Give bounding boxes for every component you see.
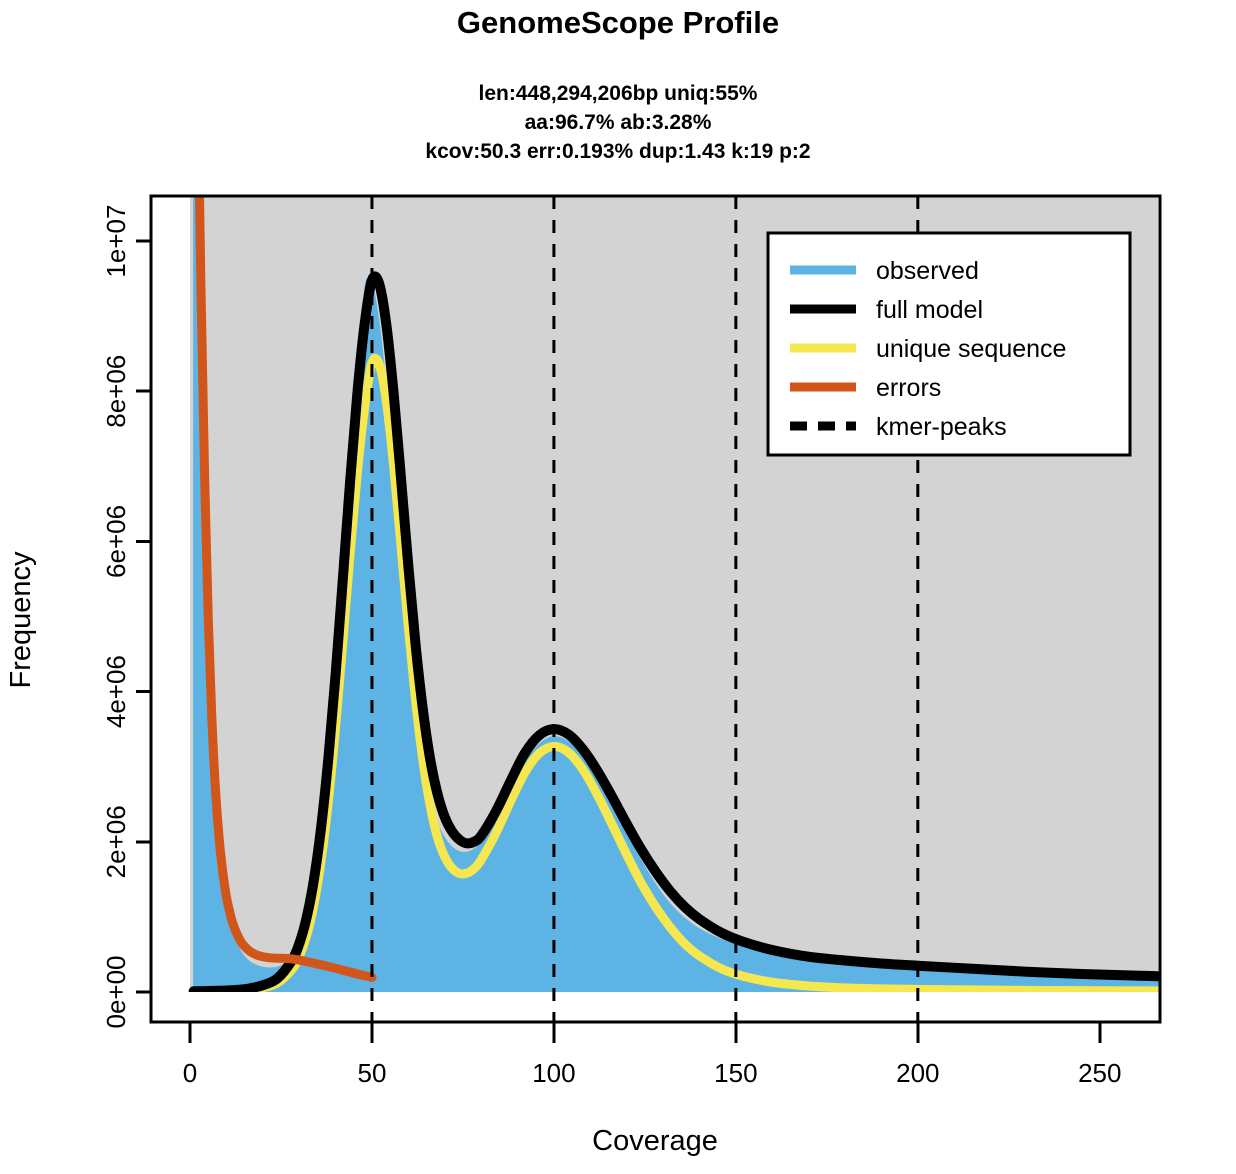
legend-errors-label: errors bbox=[876, 374, 941, 402]
plot-frame bbox=[149, 194, 1162, 1024]
subtitle-line-1: len:448,294,206bp uniq:55% bbox=[479, 82, 758, 105]
y-tick-label-0: 0e+00 bbox=[101, 955, 131, 1028]
x-axis-title: Coverage bbox=[592, 1125, 718, 1157]
subtitle-line-2: aa:96.7% ab:3.28% bbox=[525, 111, 712, 134]
kmer-peak-lines bbox=[370, 196, 920, 1022]
x-tick-label-3: 150 bbox=[714, 1058, 757, 1088]
x-axis-ticks: 0 50 100 150 200 250 bbox=[183, 1022, 1121, 1088]
y-axis-ticks: 0e+00 2e+06 4e+06 6e+06 8e+06 1e+07 bbox=[101, 205, 151, 1029]
x-tick-label-1: 50 bbox=[357, 1058, 386, 1088]
y-tick-label-5: 1e+07 bbox=[101, 205, 131, 278]
x-tick-label-4: 200 bbox=[896, 1058, 939, 1088]
legend-unique-sequence-label: unique sequence bbox=[876, 335, 1066, 363]
y-axis-title: Frequency bbox=[5, 551, 37, 689]
y-tick-label-1: 2e+06 bbox=[101, 805, 131, 878]
legend: observed full model unique sequence errors k… bbox=[766, 231, 1132, 457]
legend-observed-label: observed bbox=[876, 257, 979, 285]
x-tick-label-0: 0 bbox=[183, 1058, 197, 1088]
series-full-model-line bbox=[188, 271, 1160, 992]
y-tick-label-2: 4e+06 bbox=[101, 655, 131, 728]
y-tick-label-3: 6e+06 bbox=[101, 505, 131, 578]
legend-full-model-label: full model bbox=[876, 296, 983, 324]
series-errors-line bbox=[194, 196, 377, 982]
y-tick-label-4: 8e+06 bbox=[101, 355, 131, 428]
subtitle-line-3: kcov:50.3 err:0.193% dup:1.43 k:19 p:2 bbox=[425, 140, 810, 163]
legend-kmer-peaks-label: kmer-peaks bbox=[876, 413, 1007, 441]
data-layer bbox=[188, 196, 1160, 992]
x-tick-label-5: 250 bbox=[1078, 1058, 1121, 1088]
legend-items: observed full model unique sequence errors k… bbox=[790, 257, 1066, 441]
x-tick-label-2: 100 bbox=[532, 1058, 575, 1088]
chart-title: GenomeScope Profile bbox=[457, 5, 779, 40]
